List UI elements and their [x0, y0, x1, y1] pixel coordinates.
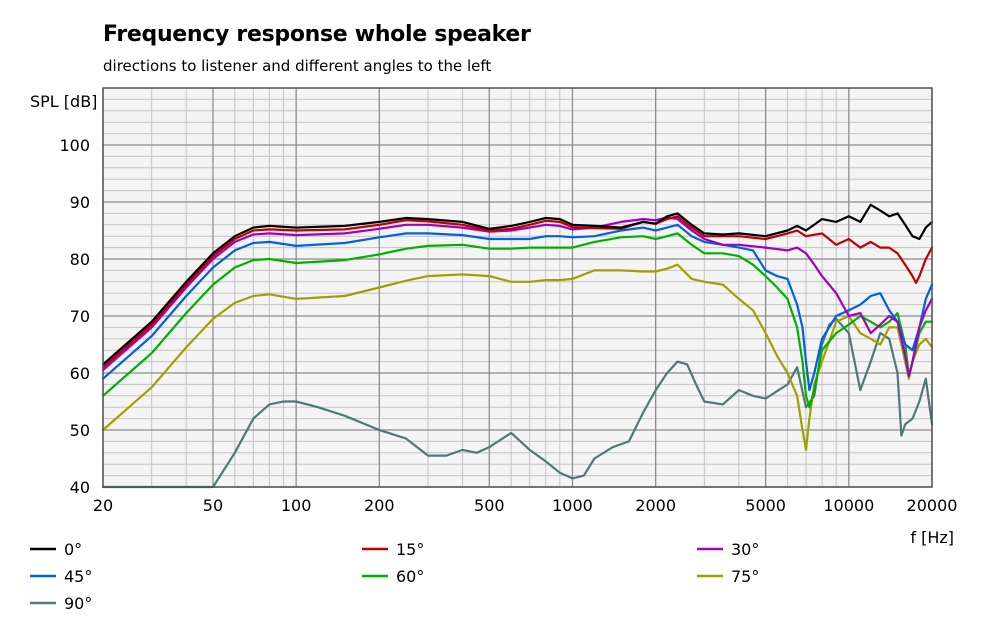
legend-item: 30°	[697, 540, 759, 559]
x-tick-label: 5000	[745, 496, 786, 515]
x-tick-label: 2000	[635, 496, 676, 515]
x-tick-label: 200	[364, 496, 395, 515]
legend-label: 30°	[731, 540, 759, 559]
legend-label: 75°	[731, 567, 759, 586]
chart-legend: 0° 15° 30° 45° 60° 75° 90°	[30, 540, 759, 613]
x-tick-label: 100	[281, 496, 312, 515]
series-line	[101, 203, 934, 366]
chart-curves	[101, 203, 934, 489]
legend-label: 0°	[64, 540, 82, 559]
x-tick-label: 1000	[552, 496, 593, 515]
x-tick-label: 20000	[907, 496, 958, 515]
series-line	[101, 223, 934, 392]
series-line	[101, 317, 934, 489]
y-tick-label: 90	[70, 193, 90, 212]
series-line	[101, 215, 934, 369]
series-line	[101, 263, 934, 451]
plot-frame	[102, 87, 933, 488]
legend-label: 90°	[64, 594, 92, 613]
legend-item: 75°	[697, 567, 759, 586]
chart-grid	[102, 88, 933, 488]
chart-subtitle: directions to listener and different ang…	[103, 57, 492, 75]
plot-background	[103, 88, 932, 487]
y-tick-label: 50	[70, 421, 90, 440]
legend-item: 0°	[30, 540, 82, 559]
y-tick-label: 40	[70, 478, 90, 497]
legend-item: 60°	[362, 567, 424, 586]
legend-item: 90°	[30, 594, 92, 613]
x-tick-label: 20	[93, 496, 113, 515]
chart-axes: 40 50 60 70 80 90 100 20 50 100 200 500 1000 2000 5000…	[30, 92, 957, 547]
x-tick-label: 10000	[823, 496, 874, 515]
y-axis-label: SPL [dB]	[30, 92, 97, 111]
y-tick-label: 70	[70, 307, 90, 326]
legend-label: 45°	[64, 567, 92, 586]
chart-title: Frequency response whole speaker	[103, 22, 531, 47]
legend-item: 45°	[30, 567, 92, 586]
y-tick-label: 60	[70, 364, 90, 383]
x-tick-label: 50	[203, 496, 223, 515]
series-line	[101, 232, 934, 409]
legend-label: 60°	[396, 567, 424, 586]
y-tick-label: 100	[59, 136, 90, 155]
legend-label: 15°	[396, 540, 424, 559]
x-axis-label: f [Hz]	[910, 528, 954, 547]
legend-item: 15°	[362, 540, 424, 559]
x-tick-label: 500	[474, 496, 505, 515]
y-tick-label: 80	[70, 250, 90, 269]
